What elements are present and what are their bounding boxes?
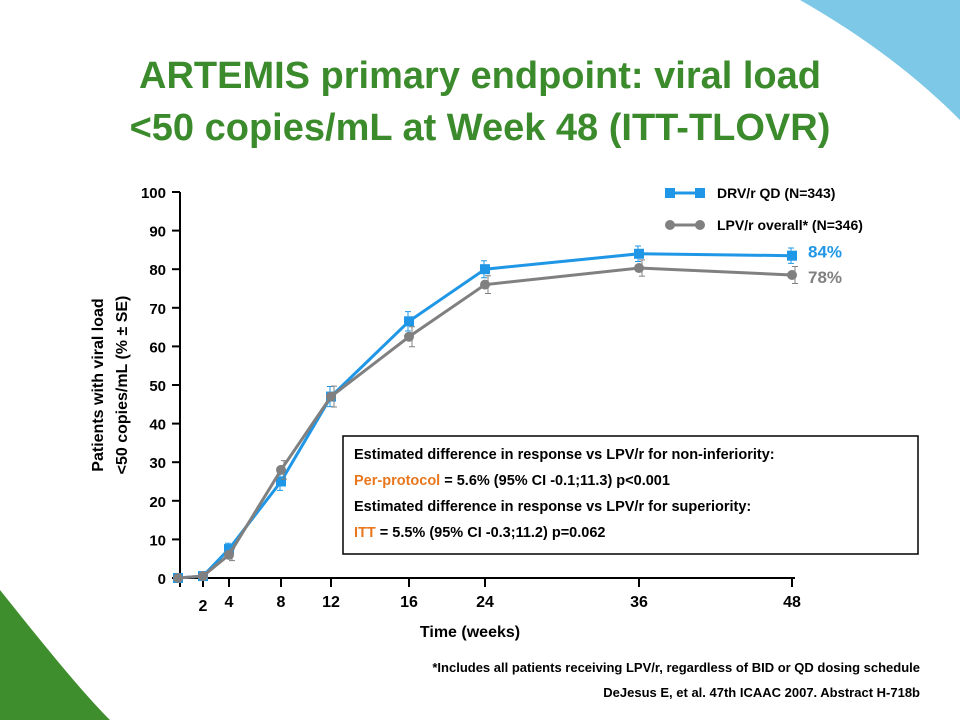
- x-tick-label: 24: [476, 594, 494, 611]
- y-axis-title: Patients with viral load: [90, 298, 107, 471]
- y-tick-label: 20: [149, 494, 166, 511]
- annotation-text: Estimated difference in response vs LPV/…: [354, 447, 775, 463]
- x-tick-label: 36: [630, 594, 648, 611]
- marker: [480, 279, 490, 290]
- y-tick-label: 50: [149, 378, 166, 395]
- y-tick-label: 70: [149, 301, 166, 318]
- annotation-line: ITT = 5.5% (95% CI -0.3;11.2) p=0.062: [354, 525, 605, 541]
- y-tick-label: 10: [149, 532, 166, 549]
- value-label: 84%: [808, 243, 842, 262]
- annotation-text: Estimated difference in response vs LPV/…: [354, 499, 751, 515]
- annotation-box: [342, 435, 919, 555]
- marker: [326, 391, 336, 402]
- y-tick-label: 60: [149, 339, 166, 356]
- y-axis-title: <50 copies/mL (% ± SE): [114, 296, 131, 475]
- marker: [787, 269, 797, 280]
- legend-label: DRV/r QD (N=343): [717, 185, 835, 201]
- y-tick-label: 90: [149, 224, 166, 241]
- marker: [634, 248, 644, 259]
- corner-decoration: [0, 590, 110, 720]
- marker: [224, 549, 234, 560]
- y-tick-label: 30: [149, 455, 166, 472]
- legend-marker: [695, 188, 705, 198]
- marker: [276, 464, 286, 475]
- annotation-line: Estimated difference in response vs LPV/…: [354, 447, 775, 463]
- title: <50 copies/mL at Week 48 (ITT-TLOVR): [130, 107, 831, 149]
- marker: [634, 263, 644, 274]
- x-tick-label: 12: [322, 594, 340, 611]
- corner-decoration: [800, 0, 960, 120]
- x-tick-label: 4: [225, 594, 234, 611]
- x-tick-label: 8: [277, 594, 286, 611]
- marker: [404, 331, 414, 342]
- annotation-text: Per-protocol: [354, 473, 440, 489]
- value-label: 78%: [808, 268, 842, 287]
- annotation-line: Per-protocol = 5.6% (95% CI -0.1;11.3) p…: [354, 473, 670, 489]
- title: ARTEMIS primary endpoint: viral load: [139, 55, 821, 97]
- marker: [404, 316, 414, 327]
- annotation-line: Estimated difference in response vs LPV/…: [354, 499, 751, 515]
- footnote: *Includes all patients receiving LPV/r, …: [432, 660, 920, 675]
- citation: DeJesus E, et al. 47th ICAAC 2007. Abstr…: [603, 685, 920, 700]
- marker: [198, 571, 208, 582]
- annotation-text: = 5.5% (95% CI -0.3;11.2) p=0.062: [376, 525, 606, 541]
- legend-marker: [665, 220, 675, 230]
- x-tick-label: 48: [783, 594, 801, 611]
- annotation-text: = 5.6% (95% CI -0.1;11.3) p<0.001: [440, 473, 670, 489]
- y-tick-label: 80: [149, 262, 166, 279]
- y-tick-label: 100: [141, 185, 166, 202]
- x-tick-label: 16: [400, 594, 418, 611]
- legend-marker: [665, 188, 675, 198]
- x-tick-label: 2: [199, 598, 208, 615]
- legend-label: LPV/r overall* (N=346): [717, 217, 863, 233]
- marker: [787, 250, 797, 261]
- y-tick-label: 0: [158, 571, 166, 588]
- marker: [480, 264, 490, 275]
- marker: [173, 573, 183, 583]
- legend-marker: [695, 220, 705, 230]
- annotation-text: ITT: [354, 525, 376, 541]
- x-axis-title: Time (weeks): [420, 624, 520, 641]
- marker: [276, 476, 286, 487]
- y-tick-label: 40: [149, 417, 166, 434]
